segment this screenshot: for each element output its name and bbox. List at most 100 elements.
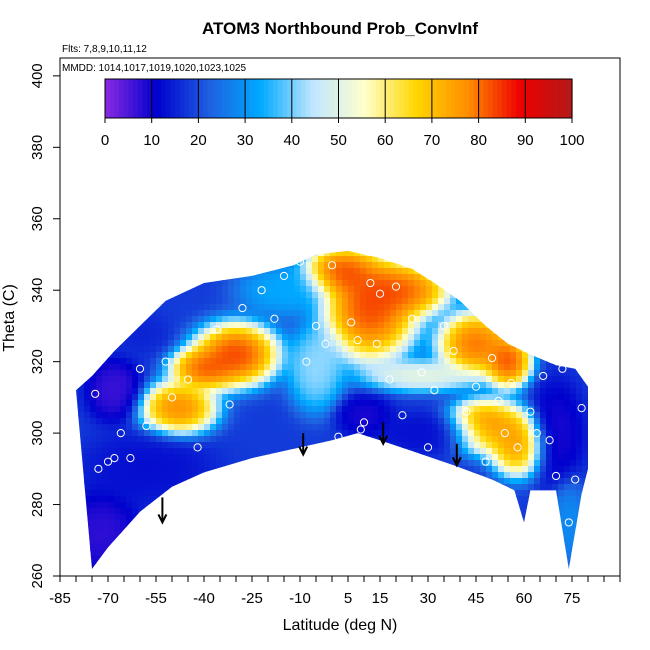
heatmap-cell — [150, 394, 157, 401]
heatmap-cell — [252, 424, 259, 431]
heatmap-cell — [294, 400, 301, 407]
heatmap-cell — [288, 310, 295, 317]
heatmap-cell — [120, 436, 127, 443]
heatmap-cell — [366, 412, 373, 419]
heatmap-cell — [390, 370, 397, 377]
heatmap-cell — [240, 394, 247, 401]
heatmap-cell — [186, 352, 193, 359]
heatmap-cell — [156, 376, 163, 383]
heatmap-cell — [174, 412, 181, 419]
heatmap-cell — [330, 340, 337, 347]
heatmap-cell — [138, 322, 145, 329]
heatmap-cell — [354, 400, 361, 407]
heatmap-cell — [228, 406, 235, 413]
heatmap-cell — [300, 268, 307, 275]
heatmap-cell — [210, 310, 217, 317]
heatmap-cell — [252, 436, 259, 443]
heatmap-cell — [84, 430, 91, 437]
heatmap-cell — [348, 424, 355, 431]
heatmap-cell — [270, 418, 277, 425]
heatmap-cell — [174, 406, 181, 413]
heatmap-cell — [204, 406, 211, 413]
heatmap-cell — [192, 322, 199, 329]
heatmap-cell — [156, 412, 163, 419]
heatmap-cell — [336, 370, 343, 377]
heatmap-cell — [306, 340, 313, 347]
heatmap-cell — [150, 400, 157, 407]
heatmap-cell — [354, 388, 361, 395]
heatmap-cell — [96, 448, 103, 455]
heatmap-cell — [324, 250, 331, 257]
heatmap-cell — [234, 280, 241, 287]
heatmap-cell — [252, 340, 259, 347]
heatmap-cell — [258, 352, 265, 359]
heatmap-cell — [246, 400, 253, 407]
heatmap-cell — [384, 382, 391, 389]
heatmap-cell — [372, 304, 379, 311]
heatmap-cell — [156, 310, 163, 317]
heatmap-cell — [276, 424, 283, 431]
heatmap-cell — [270, 346, 277, 353]
heatmap-cell — [210, 466, 217, 473]
heatmap-cell — [84, 508, 91, 515]
heatmap-cell — [186, 412, 193, 419]
heatmap-cell — [294, 364, 301, 371]
heatmap-cell — [390, 382, 397, 389]
heatmap-cell — [168, 472, 175, 479]
heatmap-cell — [186, 388, 193, 395]
heatmap-cell — [306, 328, 313, 335]
heatmap-cell — [300, 352, 307, 359]
heatmap-cell — [276, 358, 283, 365]
heatmap-cell — [384, 268, 391, 275]
heatmap-cell — [144, 430, 151, 437]
heatmap-cell — [102, 538, 109, 545]
heatmap-cell — [300, 262, 307, 269]
heatmap-cell — [360, 268, 367, 275]
heatmap-cell — [378, 382, 385, 389]
heatmap-cell — [366, 400, 373, 407]
heatmap-cell — [138, 388, 145, 395]
heatmap-cell — [114, 454, 121, 461]
heatmap-cell — [372, 370, 379, 377]
heatmap-cell — [240, 298, 247, 305]
heatmap-cell — [234, 340, 241, 347]
heatmap-cell — [264, 280, 271, 287]
heatmap-cell — [276, 298, 283, 305]
heatmap-cell — [210, 364, 217, 371]
heatmap-cell — [210, 346, 217, 353]
heatmap-cell — [222, 358, 229, 365]
heatmap-cell — [174, 424, 181, 431]
heatmap-cell — [312, 292, 319, 299]
heatmap-cell — [276, 394, 283, 401]
heatmap-cell — [192, 418, 199, 425]
heatmap-cell — [120, 388, 127, 395]
heatmap-cell — [354, 382, 361, 389]
heatmap-cell — [258, 418, 265, 425]
heatmap-cell — [300, 382, 307, 389]
heatmap-cell — [90, 526, 97, 533]
heatmap-cell — [96, 454, 103, 461]
heatmap-cell — [114, 460, 121, 467]
heatmap-cell — [360, 328, 367, 335]
heatmap-cell — [348, 274, 355, 281]
heatmap-cell — [294, 262, 301, 269]
heatmap-cell — [126, 436, 133, 443]
heatmap-cell — [324, 286, 331, 293]
heatmap-cell — [216, 424, 223, 431]
heatmap-cell — [90, 544, 97, 551]
heatmap-cell — [372, 376, 379, 383]
heatmap-cell — [288, 412, 295, 419]
heatmap-cell — [144, 490, 151, 497]
heatmap-cell — [378, 322, 385, 329]
heatmap-cell — [282, 298, 289, 305]
heatmap-cell — [102, 520, 109, 527]
heatmap-cell — [222, 346, 229, 353]
heatmap-cell — [336, 376, 343, 383]
heatmap-cell — [180, 304, 187, 311]
heatmap-cell — [138, 352, 145, 359]
heatmap-cell — [384, 346, 391, 353]
heatmap-cell — [156, 316, 163, 323]
heatmap-cell — [294, 424, 301, 431]
heatmap-cell — [168, 340, 175, 347]
heatmap-cell — [126, 466, 133, 473]
